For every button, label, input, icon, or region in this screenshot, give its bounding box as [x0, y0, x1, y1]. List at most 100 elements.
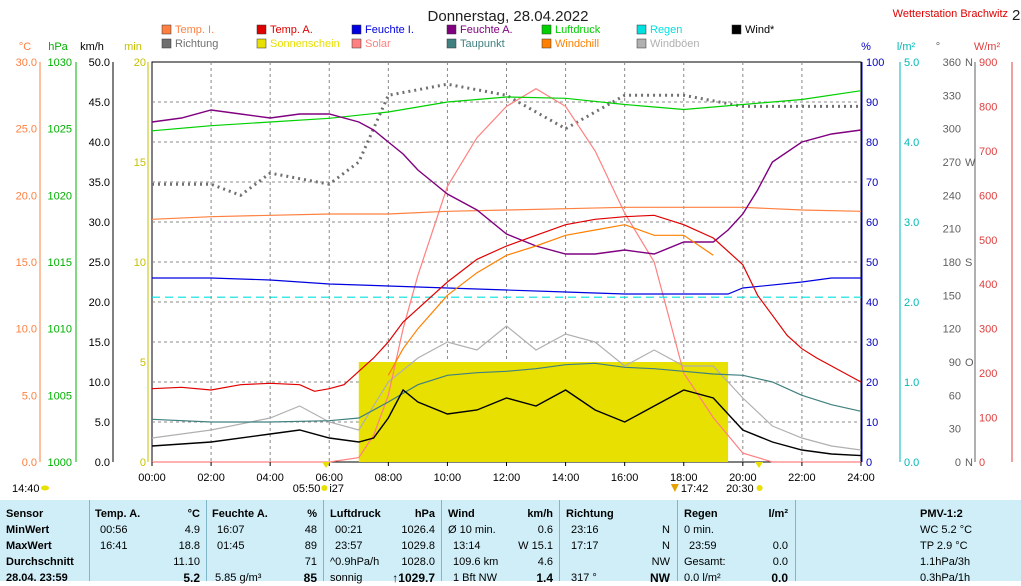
axis-tick: 30: [866, 337, 878, 349]
press-min-time: 00:21: [335, 524, 363, 536]
station-name: Wetterstation Brachwitz: [893, 8, 1008, 20]
axis-tick: 600: [979, 190, 997, 202]
press-now-val: ↑1029.7: [392, 571, 435, 585]
axis-tick: 80: [866, 137, 878, 149]
humid-max-time: 01:45: [217, 540, 245, 552]
series-line-richtung: [152, 82, 861, 197]
chart-title: Donnerstag, 28.04.2022: [428, 8, 589, 25]
temp-now-val: 5.2: [183, 571, 200, 585]
axis-unit-solar_wm2: W/m²: [974, 41, 1001, 53]
humid-unit: %: [307, 508, 317, 520]
sunrise-time: 05:50: [293, 483, 321, 495]
axis-tick: 0.0: [904, 457, 919, 469]
legend-label: Luftdruck: [555, 24, 601, 36]
press-avg-val: 1028.0: [401, 556, 435, 568]
axis-tick: 300: [943, 124, 961, 136]
rain-time: 23:59: [689, 540, 717, 552]
wind-now-val: 1.4: [536, 571, 553, 585]
x-tick-label: 02:00: [197, 472, 225, 484]
axis-tick: 30.0: [89, 217, 110, 229]
sunrise-icon: [321, 485, 328, 491]
axis-tick: 30: [949, 424, 961, 436]
axis-tick: 20: [866, 377, 878, 389]
humid-max-val: 89: [304, 540, 317, 552]
legend-label: Wind*: [745, 24, 775, 36]
axis-tick: 400: [979, 279, 997, 291]
dir-max-time: 17:17: [571, 540, 599, 552]
tmin-arrow-icon: [670, 484, 679, 492]
axis-tick: 100: [866, 57, 884, 69]
axis-tick: 60: [949, 390, 961, 402]
axis-tick: 60: [866, 217, 878, 229]
wind-max-val: W 15.1: [518, 540, 553, 552]
press-forecast: sonnig: [330, 572, 363, 584]
dir-max-val: N: [662, 540, 670, 552]
pmv-head: PMV-1:2: [920, 508, 963, 520]
rowlabel-title: Sensor: [6, 508, 44, 520]
rowlabel-max: MaxWert: [6, 540, 52, 552]
series-line-wind: [151, 388, 862, 457]
x-tick-label: 24:00: [847, 472, 875, 484]
rain-now-text: 0.0 l/m²: [684, 572, 721, 584]
series-line-taupunkt: [151, 362, 862, 423]
dir-min-time: 23:16: [571, 524, 599, 536]
press-unit: hPa: [414, 508, 435, 520]
temp-min-time: 00:56: [100, 524, 128, 536]
legend-swatch: [446, 24, 457, 35]
sun-icon: [41, 485, 49, 491]
sunset-icon: [756, 485, 763, 491]
wind-head: Wind: [448, 508, 475, 520]
dir-min-val: N: [662, 524, 670, 536]
rain-total-val: 0.0: [772, 556, 788, 568]
humid-min-val: 48: [304, 524, 317, 536]
axis-tick: 3.0: [904, 217, 919, 229]
axis-tick: 50.0: [89, 57, 110, 69]
humid-now-extra: 5.85 g/m³: [215, 572, 262, 584]
legend-label: Sonnenschein: [270, 38, 340, 50]
x-tick-label: 10:00: [434, 472, 462, 484]
day-length: 14:40: [12, 483, 40, 495]
axis-tick: 5.0: [22, 390, 37, 402]
axis-direction-letter: W: [965, 157, 976, 169]
axis-tick: 1030: [48, 57, 72, 69]
legend-label: Regen: [650, 24, 682, 36]
axis-tick: 0: [866, 457, 872, 469]
legend-label: Temp. A.: [270, 24, 313, 36]
axis-tick: 1010: [48, 324, 72, 336]
rain-total-label: Gesamt:: [684, 556, 726, 568]
legend: Temp. I. Temp. A. Feuchte I. Feuchte A. Luft…: [161, 24, 775, 50]
x-axis: 00:00 02:00 04:00 06:00 08:00 10:00 12:00 14:00…: [138, 462, 875, 484]
series-line-feuchte-a: [151, 109, 862, 255]
press-max-val: 1029.8: [401, 540, 435, 552]
axis-tick: 35.0: [89, 177, 110, 189]
wind-avg10-label: Ø 10 min.: [448, 524, 496, 536]
axis-tick: 240: [943, 190, 961, 202]
wind-avg10-val: 0.6: [537, 524, 553, 536]
dir-deg: 317 °: [571, 572, 597, 584]
axis-tick: 330: [943, 90, 961, 102]
rain-duration: 0 min.: [684, 524, 714, 536]
axis-tick: 5: [140, 357, 146, 369]
x-tick-label: 14:00: [552, 472, 580, 484]
axis-tick: 30.0: [16, 57, 37, 69]
axis-tick: 10.0: [16, 324, 37, 336]
axis-tick: 50: [866, 257, 878, 269]
axis-unit-pressure_hpa: hPa: [48, 41, 68, 53]
series-line-temp-a: [151, 214, 862, 392]
x-tick-label: 20:00: [729, 472, 757, 484]
dir-now-val: NW: [650, 571, 670, 585]
axis-tick: 10: [134, 257, 146, 269]
legend-swatch: [541, 38, 552, 49]
axis-tick: 1025: [48, 124, 72, 136]
axis-direction-letter: S: [965, 257, 972, 269]
dir-avg-val: NW: [651, 556, 670, 568]
summary-table: Sensor MinWert MaxWert Durchschnitt 28.0…: [0, 500, 1021, 585]
x-tick-label: 12:00: [493, 472, 521, 484]
axis-tick: 0.0: [22, 457, 37, 469]
axis-tick: 20.0: [16, 190, 37, 202]
wind-max-time: 13:14: [453, 540, 481, 552]
axis-tick: 0: [979, 457, 985, 469]
legend-swatch: [256, 24, 267, 35]
axis-tick: 5.0: [95, 417, 110, 429]
axis-tick: 1020: [48, 190, 72, 202]
